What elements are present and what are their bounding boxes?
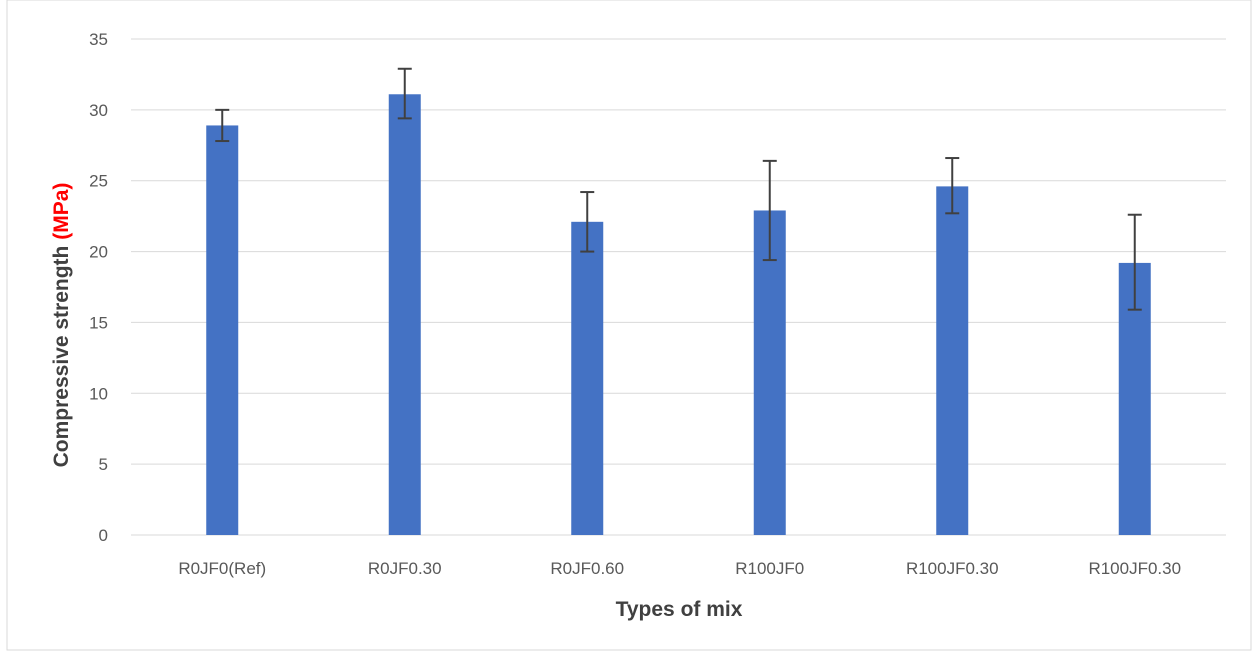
x-tick-label: R100JF0.30 xyxy=(906,559,999,578)
y-tick-label: 5 xyxy=(99,455,108,474)
y-tick-labels: 0 5 10 15 20 25 30 35 xyxy=(89,30,108,545)
y-axis-title-main: Compressive strength xyxy=(50,240,73,468)
x-tick-label: R0JF0(Ref) xyxy=(178,559,266,578)
x-tick-label: R100JF0.30 xyxy=(1088,559,1181,578)
x-axis-title: Types of mix xyxy=(616,598,743,621)
y-axis-title: Compressive strength (MPa) xyxy=(50,183,73,468)
y-tick-label: 35 xyxy=(89,30,108,49)
y-tick-label: 15 xyxy=(89,313,108,332)
y-tick-label: 30 xyxy=(89,101,108,120)
error-bar-2 xyxy=(397,67,412,120)
y-tick-label: 10 xyxy=(89,384,108,403)
error-bar-1 xyxy=(215,108,230,143)
x-tick-label: R0JF0.60 xyxy=(550,559,624,578)
bar-1 xyxy=(206,125,239,536)
x-tick-label: R0JF0.30 xyxy=(368,559,442,578)
x-tick-label: R100JF0 xyxy=(735,559,804,578)
error-bar-3 xyxy=(580,191,595,253)
bar-4 xyxy=(753,210,786,535)
bar-2 xyxy=(388,94,421,536)
y-axis-title-unit: (MPa) xyxy=(50,183,73,240)
y-tick-label: 20 xyxy=(89,243,108,262)
error-bar-6 xyxy=(1127,213,1142,311)
error-bar-5 xyxy=(945,157,960,215)
error-bars xyxy=(215,67,1142,311)
x-tick-labels: R0JF0(Ref) R0JF0.30 R0JF0.60 R100JF0 R100JF0… xyxy=(178,559,1181,578)
gridlines xyxy=(131,38,1226,536)
y-tick-label: 25 xyxy=(89,172,108,191)
chart-border xyxy=(6,0,1252,651)
bar-5 xyxy=(936,186,969,535)
bars xyxy=(206,94,1151,536)
error-bar-4 xyxy=(762,159,777,262)
bar-3 xyxy=(571,221,604,535)
y-tick-label: 0 xyxy=(99,526,108,545)
